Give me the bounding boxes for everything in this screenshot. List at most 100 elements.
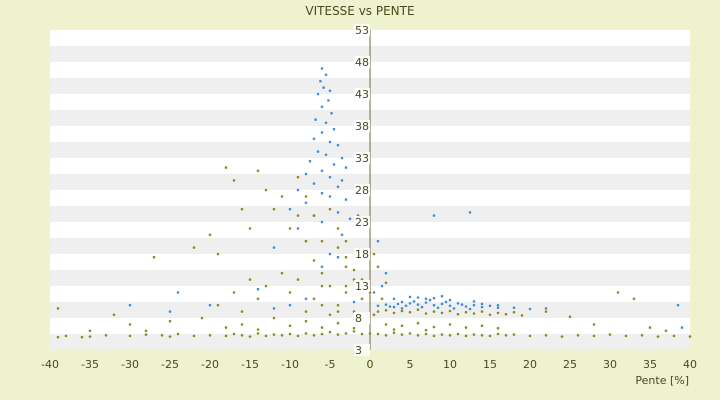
data-point [280,271,284,275]
data-point [344,291,348,294]
data-point [248,335,252,338]
data-point [488,304,492,308]
data-point [240,310,244,313]
data-point [327,99,330,102]
data-point [432,310,436,313]
y-tick-label: 28 [355,184,369,197]
data-point [280,195,284,198]
data-point [656,335,660,338]
data-point [424,297,428,301]
data-point [308,159,312,163]
data-point [376,265,380,269]
y-tick-background [354,184,370,196]
data-point [336,227,340,230]
data-point [520,314,524,317]
data-point [304,319,308,323]
data-point [512,310,516,314]
data-point [416,308,420,312]
data-point [336,303,340,307]
data-point [408,332,412,335]
data-point [56,335,60,339]
data-point [328,330,332,334]
data-point [200,316,204,320]
data-point [280,334,284,337]
data-point [240,323,244,326]
data-point [420,305,424,309]
data-point [336,310,340,313]
data-point [432,214,436,217]
data-point [384,271,388,275]
data-point [496,303,500,307]
data-point [416,321,420,325]
data-point [296,188,300,192]
data-point [328,175,332,179]
data-point [488,313,492,317]
data-point [388,305,392,308]
data-point [576,334,580,337]
data-point [408,310,412,314]
data-point [288,207,292,211]
data-point [248,278,252,281]
x-tick-labels: -40 -35 -30 -25 -20 -15 -10 -5 0 5 10 15 20 25 30 35 40 [41,358,697,371]
data-point [320,191,324,195]
data-point [428,298,432,302]
data-point [424,312,428,315]
data-point [496,326,500,330]
data-point [504,312,508,316]
data-point [324,121,328,125]
data-point [320,131,324,134]
data-point [448,323,452,326]
data-point [504,334,508,337]
data-point [480,302,484,306]
data-point [400,309,404,313]
data-point [240,207,244,211]
data-point [680,326,684,329]
x-tick-label: -15 [241,358,259,371]
data-point [444,300,448,304]
data-point [688,335,692,338]
data-point [304,297,308,301]
data-point [224,326,228,329]
data-point [312,214,316,217]
data-point [344,239,348,243]
data-point [340,156,344,160]
data-point [328,140,332,144]
data-point [384,323,388,326]
data-point [304,195,308,198]
data-point [104,334,108,337]
data-point [432,296,436,300]
x-tick-label: 0 [367,358,374,371]
data-point [320,271,324,275]
data-point [330,111,333,115]
data-point [176,291,180,294]
y-tick-background [354,56,370,68]
data-point [272,307,276,310]
data-point [376,239,380,243]
y-tick-label: 8 [355,312,362,325]
data-point [372,291,376,294]
data-point [316,92,320,96]
y-tick-label: 3 [355,344,362,357]
data-point [432,334,436,338]
data-point [340,179,344,182]
data-point [544,310,548,313]
data-point [312,297,316,301]
x-tick-label: 20 [523,358,537,371]
data-point [456,332,460,336]
data-point [376,310,380,313]
data-point [322,86,325,89]
data-point [168,310,172,313]
data-point [528,307,532,311]
data-point [296,334,300,338]
data-point [320,169,324,173]
data-point [448,304,452,308]
data-point [384,309,388,312]
data-point [312,182,316,185]
data-point [544,334,548,337]
data-point [320,265,324,269]
data-point [464,334,468,338]
y-tick-background [354,24,370,36]
data-point [412,300,416,303]
